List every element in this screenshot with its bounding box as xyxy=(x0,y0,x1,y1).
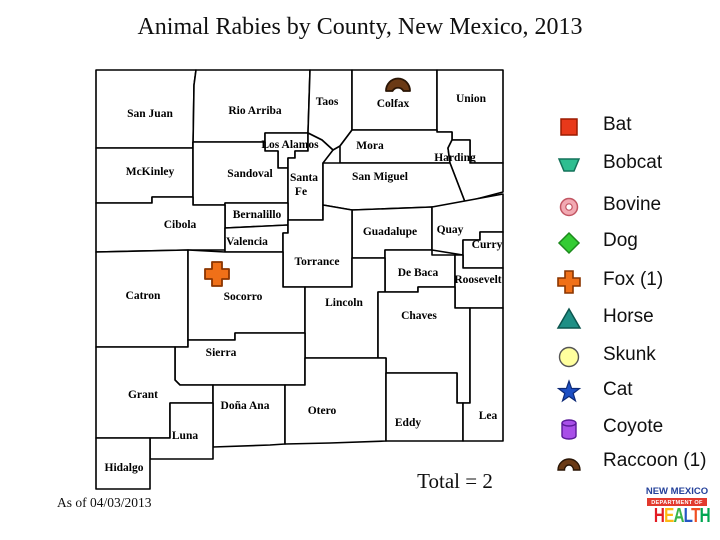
legend-item-coyote: Coyote xyxy=(548,414,718,442)
county-label-valencia: Valencia xyxy=(226,236,268,248)
bovine-symbol xyxy=(559,197,579,217)
county-eddy xyxy=(385,372,464,442)
legend-item-bovine: Bovine xyxy=(548,192,718,220)
county-labels: San Juan Rio Arriba Taos Colfax Union Lo… xyxy=(105,93,503,474)
legend-item-dog: Dog xyxy=(548,228,718,256)
county-label-hidalgo: Hidalgo xyxy=(105,462,144,474)
county-label-otero: Otero xyxy=(308,405,337,417)
fox-symbol xyxy=(557,270,581,294)
county-hidalgo xyxy=(95,437,151,490)
county-label-eddy: Eddy xyxy=(395,417,421,429)
page-title: Animal Rabies by County, New Mexico, 201… xyxy=(137,14,583,40)
bat-symbol xyxy=(560,118,578,136)
county-cibola xyxy=(95,196,226,253)
legend-item-fox: Fox (1) xyxy=(548,267,718,295)
county-label-harding: Harding xyxy=(434,152,476,164)
logo-letter: T xyxy=(691,505,700,527)
legend-item-raccoon: Raccoon (1) xyxy=(548,448,718,476)
legend-label: Fox (1) xyxy=(603,269,664,290)
county-sierra xyxy=(174,332,306,386)
county-dona-ana xyxy=(212,384,286,448)
legend-item-bat: Bat xyxy=(548,112,718,140)
county-label-luna: Luna xyxy=(172,430,198,442)
legend-label: Bovine xyxy=(603,194,662,215)
logo-letter: E xyxy=(664,505,674,527)
county-label-chaves: Chaves xyxy=(401,310,437,322)
county-label-mora: Mora xyxy=(356,140,384,152)
dog-symbol xyxy=(557,231,581,255)
county-label-roosevelt: Roosevelt xyxy=(454,274,501,286)
county-label-santa-fe: Santa xyxy=(290,172,318,184)
county-label-grant: Grant xyxy=(128,389,158,401)
county-label-rio-arriba: Rio Arriba xyxy=(228,105,282,117)
legend-label: Dog xyxy=(603,230,638,251)
nmdoh-logo: NEW MEXICO DEPARTMENT OF HEALTH xyxy=(645,486,711,527)
total-label: Total = 2 xyxy=(417,469,493,493)
county-label-sierra: Sierra xyxy=(206,347,237,359)
legend-label: Bat xyxy=(603,114,632,135)
county-label-mckinley: McKinley xyxy=(126,166,175,178)
county-label-catron: Catron xyxy=(126,290,162,302)
logo-department-of: DEPARTMENT OF xyxy=(647,498,707,506)
county-otero xyxy=(284,357,387,445)
county-label-san-juan: San Juan xyxy=(127,108,173,120)
county-label-colfax: Colfax xyxy=(377,98,410,110)
cat-symbol xyxy=(556,379,582,403)
county-label-dona-ana: Doña Ana xyxy=(221,400,270,412)
legend-label: Horse xyxy=(603,306,654,327)
county-label-bernalillo: Bernalillo xyxy=(233,209,282,221)
logo-letter: H xyxy=(699,505,711,527)
fox-marker-icon xyxy=(204,261,230,287)
legend-label: Skunk xyxy=(603,344,656,365)
county-label-guadalupe: Guadalupe xyxy=(363,226,417,238)
county-label-curry: Curry xyxy=(472,239,503,251)
legend-label: Raccoon (1) xyxy=(603,450,707,471)
legend-label: Coyote xyxy=(603,416,664,437)
as-of-date: As of 04/03/2013 xyxy=(57,495,152,510)
county-label-torrance: Torrance xyxy=(295,256,340,268)
county-label-quay: Quay xyxy=(437,224,464,236)
logo-letter: L xyxy=(683,505,692,527)
legend-item-horse: Horse xyxy=(548,304,718,332)
legend-label: Cat xyxy=(603,379,633,400)
county-label-lincoln: Lincoln xyxy=(325,297,363,309)
coyote-symbol xyxy=(561,419,577,440)
county-shapes xyxy=(95,69,504,490)
county-harding xyxy=(447,139,504,203)
county-label-lea: Lea xyxy=(479,410,498,422)
skunk-symbol xyxy=(558,346,580,368)
county-label-los-alamos: Los Alamos xyxy=(261,139,319,151)
raccoon-marker-icon xyxy=(385,77,411,92)
county-label-taos: Taos xyxy=(316,96,339,108)
logo-new-mexico: NEW MEXICO xyxy=(645,486,709,497)
county-label-de-baca: De Baca xyxy=(398,267,439,279)
county-label-union: Union xyxy=(456,93,487,105)
county-lea xyxy=(462,307,504,442)
logo-health-word: HEALTH xyxy=(653,505,711,527)
legend-item-skunk: Skunk xyxy=(548,342,718,370)
logo-letter: H xyxy=(653,505,665,527)
county-label-socorro: Socorro xyxy=(224,291,263,303)
raccoon-symbol xyxy=(557,458,581,471)
logo-letter: A xyxy=(673,505,684,527)
logo-department-of-text: DEPARTMENT OF xyxy=(651,498,703,506)
legend-item-cat: Cat xyxy=(548,377,718,405)
case-markers xyxy=(204,77,411,287)
county-label-san-miguel: San Miguel xyxy=(352,171,408,183)
legend-item-bobcat: Bobcat xyxy=(548,150,718,178)
horse-symbol xyxy=(556,307,582,329)
bobcat-symbol xyxy=(557,158,581,172)
county-label-santa-fe: Fe xyxy=(295,186,307,198)
county-label-sandoval: Sandoval xyxy=(227,168,272,180)
county-label-cibola: Cibola xyxy=(164,219,197,231)
legend-label: Bobcat xyxy=(603,152,663,173)
